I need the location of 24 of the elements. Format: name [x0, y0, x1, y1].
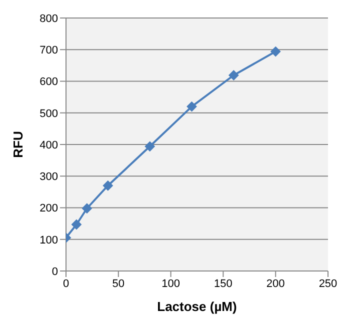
- y-tick-label: 500: [40, 108, 58, 120]
- y-tick-label: 400: [40, 139, 58, 152]
- y-tick-label: 0: [52, 266, 58, 278]
- y-axis-title: RFU: [10, 131, 26, 158]
- y-tick-label: 200: [40, 202, 58, 215]
- x-axis-title: Lactose (µM): [157, 299, 237, 314]
- point: [144, 141, 155, 152]
- point: [71, 220, 82, 230]
- x-tick-label: 0: [62, 278, 70, 290]
- y-tick-label: 800: [40, 12, 58, 25]
- y-tick-label: 300: [40, 171, 58, 184]
- x-tick-label: 250: [318, 278, 338, 290]
- point: [102, 180, 113, 191]
- y-tick-label: 700: [40, 44, 58, 57]
- y-tick-label: 600: [40, 76, 58, 88]
- x-tick-label: 50: [112, 278, 125, 290]
- point: [186, 102, 197, 112]
- x-tick-label: 150: [214, 278, 232, 290]
- point: [270, 46, 281, 57]
- x-tick-label: 200: [266, 278, 285, 290]
- point: [82, 203, 92, 214]
- point: [228, 70, 239, 80]
- y-tick-label: 100: [40, 234, 58, 246]
- x-tick-label: 100: [162, 278, 180, 290]
